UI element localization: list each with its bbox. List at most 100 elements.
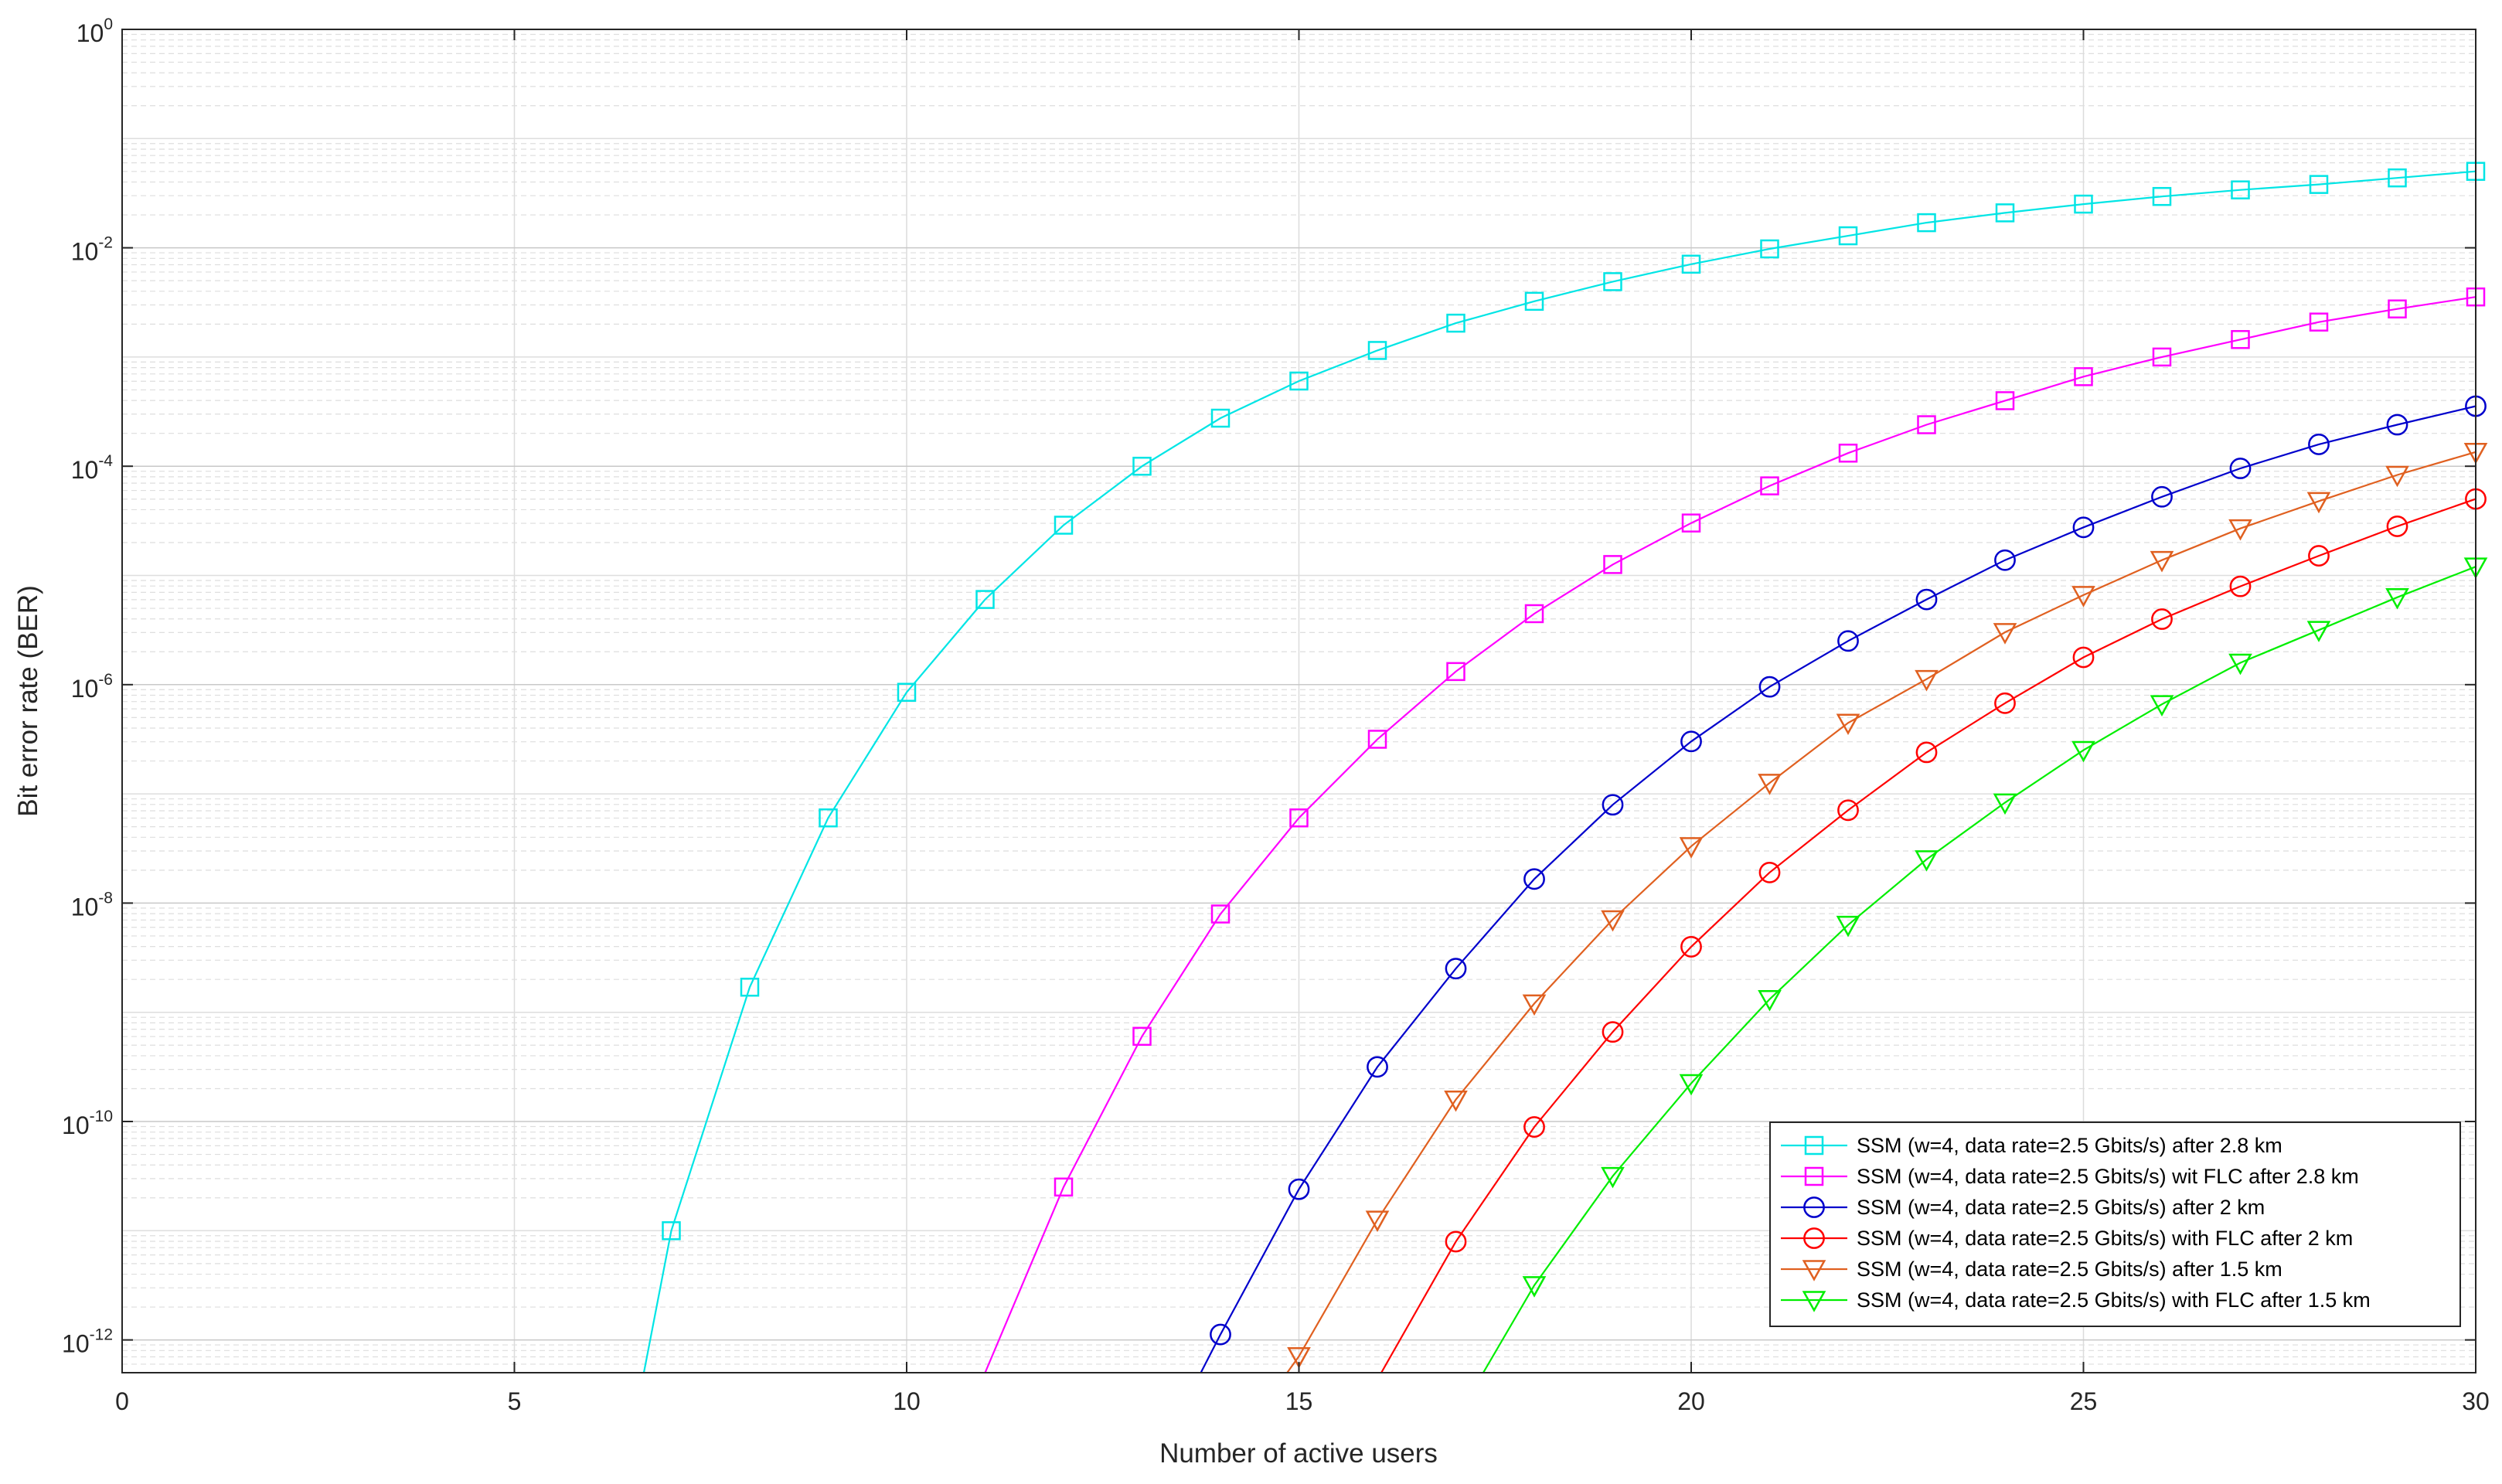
- data-point: [1210, 904, 1231, 924]
- data-point: [1367, 1056, 1388, 1078]
- series-line: [1482, 566, 2476, 1373]
- data-point: [2151, 485, 2173, 508]
- data-point: [2308, 434, 2330, 455]
- data-point: [2074, 367, 2093, 386]
- x-tick-label: 0: [115, 1387, 129, 1415]
- legend-entry: SSM (w=4, data rate=2.5 Gbits/s) with FL…: [1781, 1227, 2353, 1250]
- data-point: [2231, 330, 2250, 349]
- data-point: [1524, 291, 1544, 311]
- x-tick-label: 5: [508, 1387, 522, 1415]
- data-point: [1758, 861, 1781, 883]
- data-point: [2306, 621, 2331, 642]
- data-point: [1523, 868, 1545, 890]
- legend-marker: [1803, 1196, 1825, 1218]
- data-point: [1838, 226, 1858, 246]
- y-tick-label: 10-12: [62, 1326, 113, 1358]
- data-point: [1446, 313, 1465, 333]
- data-point: [1289, 808, 1309, 828]
- data-point: [2152, 347, 2172, 367]
- data-point: [2072, 516, 2095, 539]
- y-tick-label: 10-6: [71, 671, 113, 703]
- y-tick-label: 100: [77, 15, 113, 47]
- data-point: [2228, 653, 2252, 676]
- legend-label: SSM (w=4, data rate=2.5 Gbits/s) with FL…: [1857, 1288, 2371, 1312]
- data-point: [1915, 588, 1938, 611]
- data-point: [975, 590, 995, 609]
- data-point: [740, 977, 760, 997]
- data-point: [819, 808, 838, 828]
- data-point: [1444, 1090, 1468, 1112]
- x-tick-label: 20: [1677, 1387, 1705, 1415]
- data-point: [897, 682, 917, 702]
- y-tick-label: 10-8: [71, 889, 113, 921]
- data-point: [1523, 1116, 1545, 1138]
- data-point: [1287, 1346, 1311, 1369]
- data-point: [1837, 630, 1859, 652]
- data-point: [2151, 608, 2173, 630]
- y-tick-label: 10-10: [62, 1108, 113, 1139]
- data-point: [1993, 623, 2017, 645]
- y-tick-label: 10-2: [71, 234, 113, 266]
- data-point: [2152, 186, 2172, 206]
- data-point: [1132, 456, 1152, 476]
- data-point: [2388, 299, 2407, 318]
- data-point: [1760, 476, 1779, 495]
- legend-marker: [1802, 1260, 1826, 1281]
- data-point: [2072, 646, 2095, 669]
- data-point: [1522, 1276, 1547, 1298]
- data-point: [1367, 341, 1387, 360]
- data-point: [1758, 989, 1782, 1012]
- data-point: [1838, 443, 1858, 463]
- legend-entry: SSM (w=4, data rate=2.5 Gbits/s) after 2…: [1781, 1196, 2265, 1219]
- y-tick-label: 10-4: [71, 452, 114, 484]
- data-point: [1524, 604, 1544, 624]
- legend-entry: SSM (w=4, data rate=2.5 Gbits/s) with FL…: [1781, 1288, 2371, 1312]
- y-axis-label: Bit error rate (BER): [13, 585, 43, 817]
- data-point: [1054, 516, 1074, 535]
- data-point: [1288, 1178, 1310, 1200]
- legend: SSM (w=4, data rate=2.5 Gbits/s) after 2…: [1769, 1122, 2461, 1327]
- data-point: [1210, 1323, 1231, 1346]
- data-point: [1993, 793, 2017, 815]
- series-4: [1380, 488, 2487, 1373]
- series-5: [1286, 443, 2488, 1373]
- data-point: [1603, 555, 1622, 574]
- x-tick-label: 25: [2070, 1387, 2098, 1415]
- legend-label: SSM (w=4, data rate=2.5 Gbits/s) after 2…: [1857, 1134, 2282, 1157]
- data-point: [1132, 1026, 1152, 1047]
- data-point: [1679, 837, 1704, 859]
- legend-label: SSM (w=4, data rate=2.5 Gbits/s) after 2…: [1857, 1196, 2265, 1219]
- data-point: [1681, 254, 1701, 274]
- data-point: [1836, 915, 1860, 938]
- data-point: [1522, 994, 1547, 1016]
- data-point: [2386, 516, 2408, 537]
- data-point: [1367, 730, 1387, 749]
- x-tick-label: 10: [893, 1387, 921, 1415]
- data-point: [1679, 1074, 1704, 1096]
- data-point: [1915, 669, 1939, 692]
- data-point: [2231, 180, 2250, 199]
- data-point: [1995, 391, 2015, 410]
- legend-marker: [1804, 1166, 1824, 1186]
- x-tick-label: 30: [2462, 1387, 2490, 1415]
- data-point: [2228, 519, 2252, 541]
- data-point: [2229, 575, 2252, 597]
- data-point: [2071, 586, 2095, 608]
- series-6: [1482, 557, 2488, 1373]
- data-point: [2309, 312, 2329, 332]
- data-point: [1054, 1177, 1074, 1197]
- data-point: [1603, 272, 1622, 291]
- series-line: [642, 170, 2476, 1373]
- data-point: [2306, 492, 2331, 514]
- data-point: [1289, 371, 1309, 391]
- legend-label: SSM (w=4, data rate=2.5 Gbits/s) wit FLC…: [1857, 1165, 2359, 1188]
- x-tick-label: 15: [1285, 1387, 1313, 1415]
- data-point: [2071, 740, 2095, 763]
- data-point: [1602, 1021, 1624, 1043]
- data-point: [1917, 213, 1936, 233]
- data-point: [2385, 465, 2409, 488]
- data-point: [1601, 1166, 1625, 1189]
- data-point: [1836, 713, 1860, 736]
- data-point: [1995, 203, 2015, 223]
- data-point: [1680, 730, 1702, 753]
